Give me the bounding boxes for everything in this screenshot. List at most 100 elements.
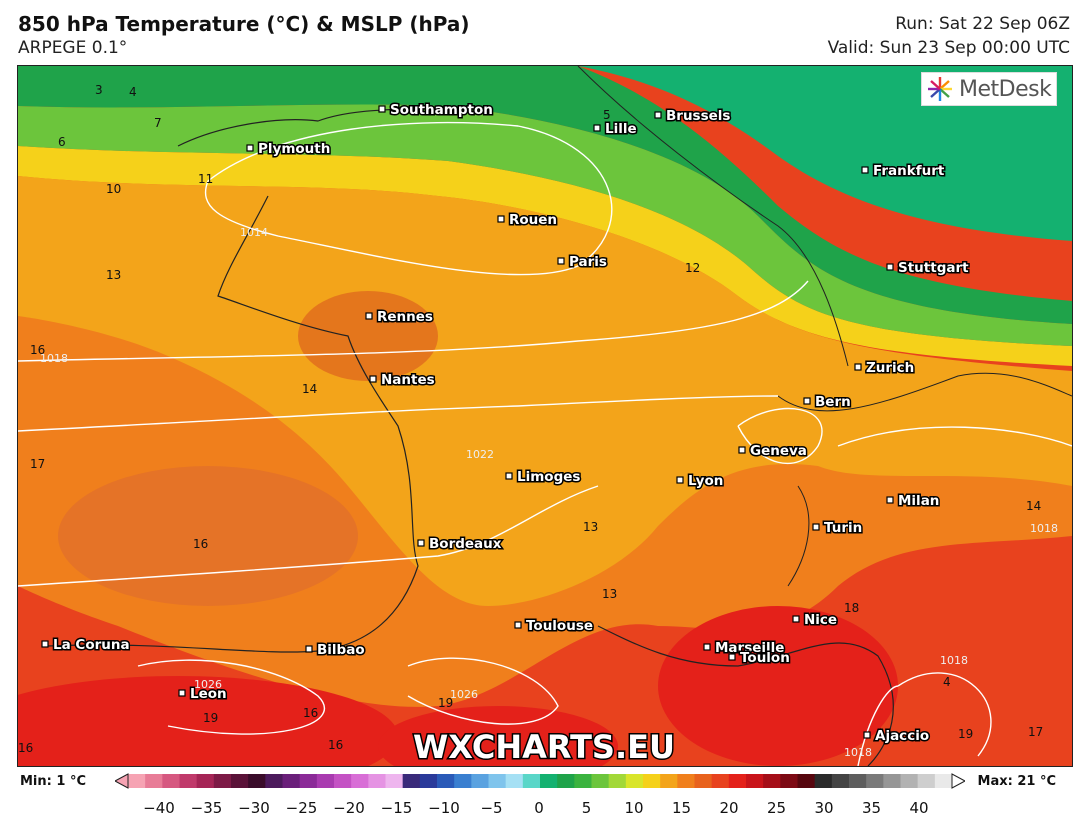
isobar-label: 1018 xyxy=(1030,522,1058,535)
metdesk-name: MetDesk xyxy=(959,76,1052,102)
temperature-contour-label: 19 xyxy=(203,711,218,725)
scale-swatch xyxy=(162,774,180,788)
city-label: Limoges xyxy=(517,469,580,485)
city-dot xyxy=(703,643,711,651)
scale-tick-label: 0 xyxy=(534,799,544,817)
city-label: Zurich xyxy=(866,360,914,376)
city-dot xyxy=(886,263,894,271)
temperature-contour-label: 14 xyxy=(302,382,317,396)
scale-swatch xyxy=(831,774,850,788)
isobars xyxy=(18,121,1072,766)
scale-swatch xyxy=(677,774,695,788)
city-dot xyxy=(863,731,871,739)
temperature-contour-label: 13 xyxy=(106,268,121,282)
city-dot xyxy=(861,166,869,174)
isobar-label: 1026 xyxy=(194,678,222,691)
temp-band-9 xyxy=(18,104,1072,346)
scale-swatch xyxy=(505,774,524,788)
city-label: Ajaccio xyxy=(875,728,929,744)
city-label: Paris xyxy=(569,254,607,270)
city-markers: Southampton Brussels Lille Plymouth Frankfur… xyxy=(41,101,971,746)
city-label: Milan xyxy=(898,493,939,509)
temperature-contour-label: 19 xyxy=(958,727,973,741)
scale-max-label: Max: 21 °C xyxy=(977,774,1056,789)
city-dot xyxy=(738,446,746,454)
temperature-contour-label: 4 xyxy=(943,675,951,689)
color-scale: −40 −35 −30 −25 −20 −15 −10 −5 0 5 10 15 20 25 30 35 40 xyxy=(115,773,965,817)
city-label: Rennes xyxy=(377,309,433,325)
city-dot xyxy=(178,689,186,697)
city-dot xyxy=(378,105,386,113)
scale-swatch xyxy=(780,774,798,788)
scale-swatch xyxy=(917,774,936,788)
scale-swatch xyxy=(900,774,919,788)
temp-band-19 xyxy=(658,606,898,766)
city-label: Lille xyxy=(605,121,637,137)
temperature-contour-label: 16 xyxy=(18,741,33,755)
scale-swatch xyxy=(763,774,781,788)
scale-tick-label: 5 xyxy=(582,799,592,817)
city-dot xyxy=(886,496,894,504)
temperature-contour-label: 16 xyxy=(328,738,343,752)
city-label: Southampton xyxy=(390,102,493,118)
city-dot xyxy=(728,653,736,661)
isobar-label: 1014 xyxy=(240,226,268,239)
city-label: Bilbao xyxy=(317,642,365,658)
temperature-contour-label: 14 xyxy=(1026,499,1041,513)
city-dot xyxy=(654,111,662,119)
temperature-contour-label: 13 xyxy=(583,520,598,534)
scale-swatch xyxy=(746,774,764,788)
scale-swatch xyxy=(643,774,661,788)
scale-tick-label: 35 xyxy=(862,799,881,817)
scale-tick-label: −25 xyxy=(286,799,318,817)
model-label: ARPEGE 0.1° xyxy=(18,38,128,58)
run-time: Run: Sat 22 Sep 06Z xyxy=(895,14,1070,34)
city-dot xyxy=(365,312,373,320)
scale-min-label: Min: 1 °C xyxy=(20,774,86,789)
scale-tick-label: −10 xyxy=(428,799,460,817)
isobar-label: 1026 xyxy=(450,688,478,701)
scale-swatch xyxy=(471,774,489,788)
scale-swatch xyxy=(368,774,386,788)
map-title: 850 hPa Temperature (°C) & MSLP (hPa) xyxy=(18,12,470,36)
city-dot xyxy=(246,144,254,152)
temperature-contour-label: 12 xyxy=(685,261,700,275)
temperature-contour-label: 11 xyxy=(198,172,213,186)
city-dot xyxy=(803,397,811,405)
scale-tick-label: −30 xyxy=(238,799,270,817)
temperature-contour-label: 19 xyxy=(438,696,453,710)
city-dot xyxy=(305,645,313,653)
scale-swatch xyxy=(454,774,472,788)
isobar-label: 1018 xyxy=(844,746,872,759)
temp-band-6 xyxy=(18,66,1072,324)
scale-swatch xyxy=(728,774,747,788)
scale-swatch xyxy=(797,774,816,788)
city-label: Bern xyxy=(815,394,851,410)
scale-swatch xyxy=(814,774,833,788)
scale-swatch xyxy=(625,774,644,788)
temperature-contour-label: 6 xyxy=(58,135,66,149)
temperature-contour-label: 7 xyxy=(154,116,162,130)
scale-swatch xyxy=(540,774,558,788)
scale-swatch xyxy=(883,774,901,788)
city-dot xyxy=(417,539,425,547)
temperature-contour-label: 16 xyxy=(303,706,318,720)
city-label: Lyon xyxy=(688,473,723,489)
temp-band-11 xyxy=(18,146,1072,366)
temperature-contour-label: 3 xyxy=(95,83,103,97)
scale-swatch xyxy=(849,774,867,788)
scale-tick-label: 15 xyxy=(672,799,691,817)
watermark: WXCHARTS.EU xyxy=(413,728,675,766)
isobar-label: 1018 xyxy=(40,352,68,365)
temperature-contour-label: 17 xyxy=(30,457,45,471)
temperature-contour-label: 10 xyxy=(106,182,121,196)
scale-tick-label: 10 xyxy=(624,799,643,817)
coastline xyxy=(47,105,449,653)
city-dot xyxy=(514,621,522,629)
scale-tick-label: 25 xyxy=(767,799,786,817)
city-label: Plymouth xyxy=(258,141,330,157)
scale-swatch xyxy=(934,774,953,788)
scale-swatch xyxy=(591,774,610,788)
scale-swatch xyxy=(145,774,163,788)
scale-tick-label: 20 xyxy=(719,799,738,817)
